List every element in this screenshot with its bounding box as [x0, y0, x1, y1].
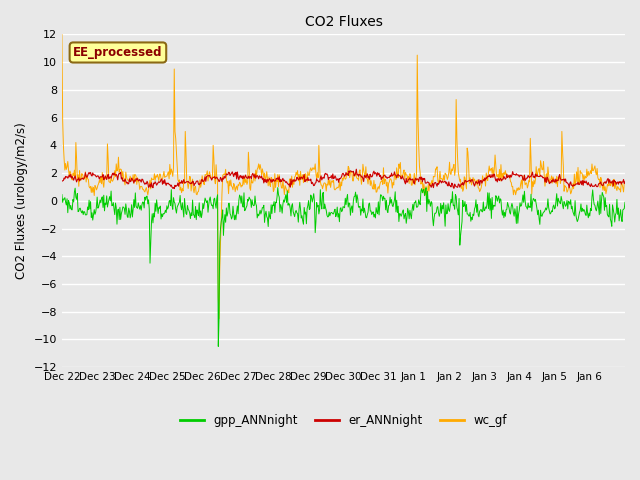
wc_gf: [403, 172, 410, 178]
Legend: gpp_ANNnight, er_ANNnight, wc_gf: gpp_ANNnight, er_ANNnight, wc_gf: [175, 410, 511, 432]
wc_gf: [278, 185, 285, 191]
wc_gf: [256, 162, 264, 168]
wc_gf: [434, 178, 442, 183]
er_ANNnight: [228, 169, 236, 175]
gpp_ANNnight: [256, 207, 264, 213]
er_ANNnight: [58, 178, 66, 184]
wc_gf: [621, 179, 629, 185]
wc_gf: [215, 316, 223, 322]
er_ANNnight: [256, 174, 264, 180]
er_ANNnight: [435, 181, 442, 187]
gpp_ANNnight: [228, 214, 236, 220]
gpp_ANNnight: [58, 192, 66, 197]
wc_gf: [124, 177, 132, 183]
wc_gf: [228, 184, 236, 190]
Text: EE_processed: EE_processed: [73, 46, 163, 59]
gpp_ANNnight: [124, 215, 132, 220]
Line: er_ANNnight: er_ANNnight: [62, 169, 625, 189]
Line: gpp_ANNnight: gpp_ANNnight: [62, 188, 625, 347]
Title: CO2 Fluxes: CO2 Fluxes: [305, 15, 382, 29]
er_ANNnight: [124, 181, 132, 187]
gpp_ANNnight: [214, 344, 222, 349]
er_ANNnight: [621, 179, 629, 185]
Line: wc_gf: wc_gf: [62, 35, 625, 319]
er_ANNnight: [170, 186, 178, 192]
gpp_ANNnight: [278, 210, 286, 216]
gpp_ANNnight: [274, 185, 282, 191]
gpp_ANNnight: [403, 215, 411, 220]
wc_gf: [58, 32, 66, 37]
Y-axis label: CO2 Fluxes (urology/m2/s): CO2 Fluxes (urology/m2/s): [15, 122, 28, 279]
er_ANNnight: [403, 180, 411, 185]
er_ANNnight: [278, 179, 285, 185]
gpp_ANNnight: [435, 210, 442, 216]
er_ANNnight: [353, 167, 360, 172]
gpp_ANNnight: [621, 199, 629, 205]
